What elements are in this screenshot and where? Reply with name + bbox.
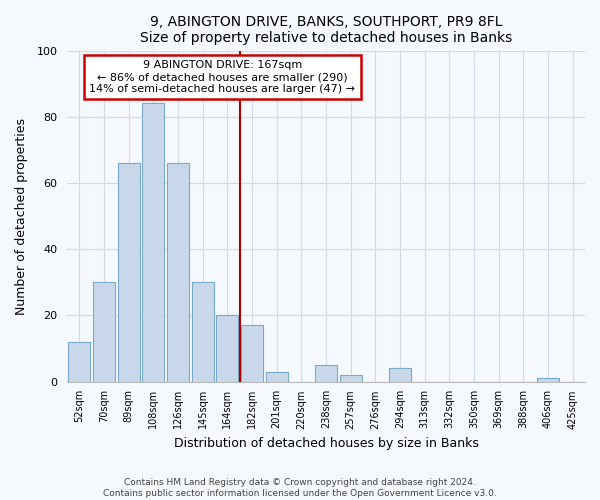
Text: Contains HM Land Registry data © Crown copyright and database right 2024.
Contai: Contains HM Land Registry data © Crown c… [103,478,497,498]
Title: 9, ABINGTON DRIVE, BANKS, SOUTHPORT, PR9 8FL
Size of property relative to detach: 9, ABINGTON DRIVE, BANKS, SOUTHPORT, PR9… [140,15,512,45]
Text: 9 ABINGTON DRIVE: 167sqm
← 86% of detached houses are smaller (290)
14% of semi-: 9 ABINGTON DRIVE: 167sqm ← 86% of detach… [89,60,355,94]
Bar [167,163,189,382]
Bar [142,104,164,382]
Bar [118,163,140,382]
Bar [216,316,238,382]
Bar [389,368,411,382]
Bar [241,326,263,382]
Bar [537,378,559,382]
Bar [68,342,91,382]
Bar [266,372,288,382]
Bar [315,365,337,382]
X-axis label: Distribution of detached houses by size in Banks: Distribution of detached houses by size … [173,437,478,450]
Bar [340,375,362,382]
Bar [93,282,115,382]
Bar [191,282,214,382]
Y-axis label: Number of detached properties: Number of detached properties [15,118,28,314]
